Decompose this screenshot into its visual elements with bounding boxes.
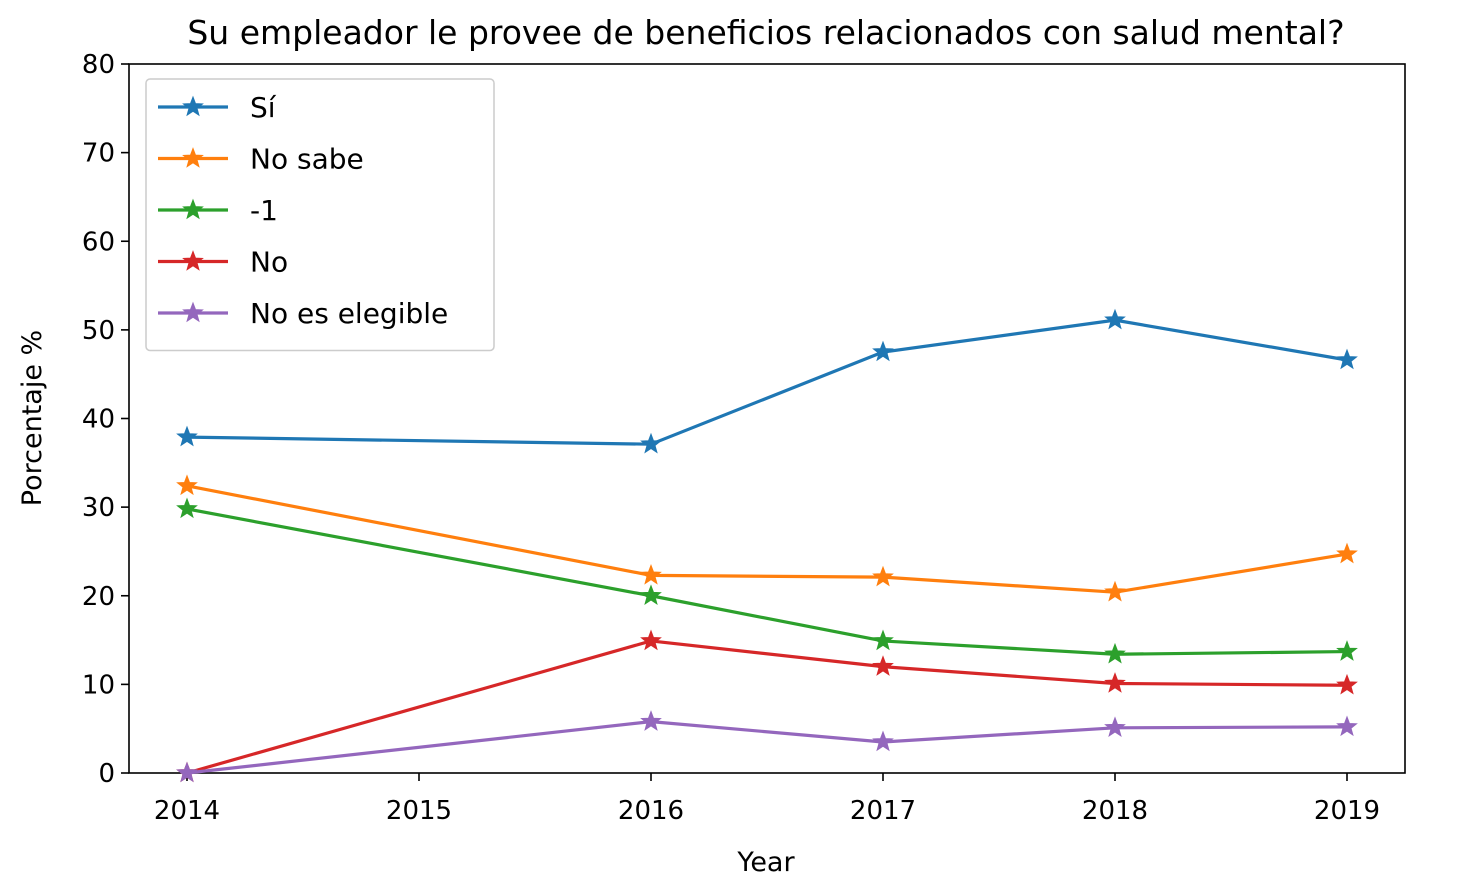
y-tick-label: 20 — [82, 582, 115, 612]
series-line — [186, 484, 1348, 594]
legend-label: No es elegible — [250, 297, 448, 330]
data-point — [872, 655, 894, 676]
series-line — [186, 719, 1348, 775]
y-tick-label: 50 — [82, 316, 115, 346]
series-no-es-elegible — [176, 710, 1358, 783]
data-point — [176, 425, 198, 447]
legend-label: Sí — [250, 91, 277, 124]
x-axis-label: Year — [736, 847, 795, 878]
legend-label: No — [250, 246, 288, 279]
series-s — [176, 308, 1358, 454]
legend-box — [145, 78, 495, 352]
legend-item: No es elegible — [158, 297, 448, 330]
data-point — [640, 584, 662, 605]
chart-title: Su empleador le provee de beneficios rel… — [187, 13, 1344, 52]
data-point — [1104, 672, 1126, 693]
legend-swatch-marker — [182, 250, 204, 271]
series-no-sabe — [176, 474, 1358, 602]
y-axis-label: Porcentaje % — [17, 330, 48, 506]
y-tick-label: 80 — [82, 50, 115, 80]
y-tick-label: 40 — [82, 405, 115, 435]
data-point — [1104, 642, 1126, 664]
legend-swatch-marker — [182, 95, 204, 117]
data-point — [1336, 348, 1358, 370]
data-point — [640, 563, 662, 585]
y-tick-label: 10 — [82, 670, 115, 700]
data-point — [872, 340, 894, 362]
legend-item: -1 — [158, 194, 278, 227]
y-tick-label: 60 — [82, 227, 115, 257]
legend-swatch-marker — [182, 147, 204, 168]
axes: 2014 2015 2016 2017 2018 2019 0 10 20 30 40 50 60 70 8… — [82, 50, 1406, 826]
x-tick-label: 2014 — [154, 796, 220, 826]
data-point — [176, 497, 198, 519]
legend-swatch-marker — [182, 198, 204, 220]
legend-swatch-marker — [182, 301, 204, 323]
x-tick-label: 2015 — [386, 796, 452, 826]
data-point — [872, 629, 894, 651]
legend-item: No — [158, 246, 288, 279]
x-tick-label: 2018 — [1082, 796, 1148, 826]
data-point — [1104, 308, 1126, 330]
y-tick-label: 30 — [82, 493, 115, 523]
legend: Sí No sabe -1 No No es elegible — [145, 78, 495, 352]
data-point — [872, 730, 894, 752]
y-tick-label: 70 — [82, 139, 115, 169]
series-1 — [176, 497, 1358, 664]
x-tick-label: 2016 — [618, 796, 684, 826]
y-tick-label: 0 — [98, 759, 115, 789]
plot-series — [176, 308, 1358, 783]
x-tick-label: 2017 — [850, 796, 916, 826]
data-point — [1336, 542, 1358, 564]
legend-item: Sí — [158, 91, 277, 124]
data-point — [176, 474, 198, 496]
legend-item: No sabe — [158, 143, 364, 176]
data-point — [640, 432, 662, 454]
data-point — [1104, 580, 1126, 602]
data-point — [872, 565, 894, 587]
data-point — [1104, 716, 1126, 738]
data-point — [640, 629, 662, 651]
legend-label: -1 — [250, 194, 278, 227]
data-point — [640, 710, 662, 731]
x-tick-label: 2019 — [1314, 796, 1380, 826]
data-point — [1336, 715, 1358, 737]
legend-label: No sabe — [250, 143, 364, 176]
data-point — [176, 761, 198, 783]
data-point — [1336, 673, 1358, 695]
data-point — [1336, 640, 1358, 661]
